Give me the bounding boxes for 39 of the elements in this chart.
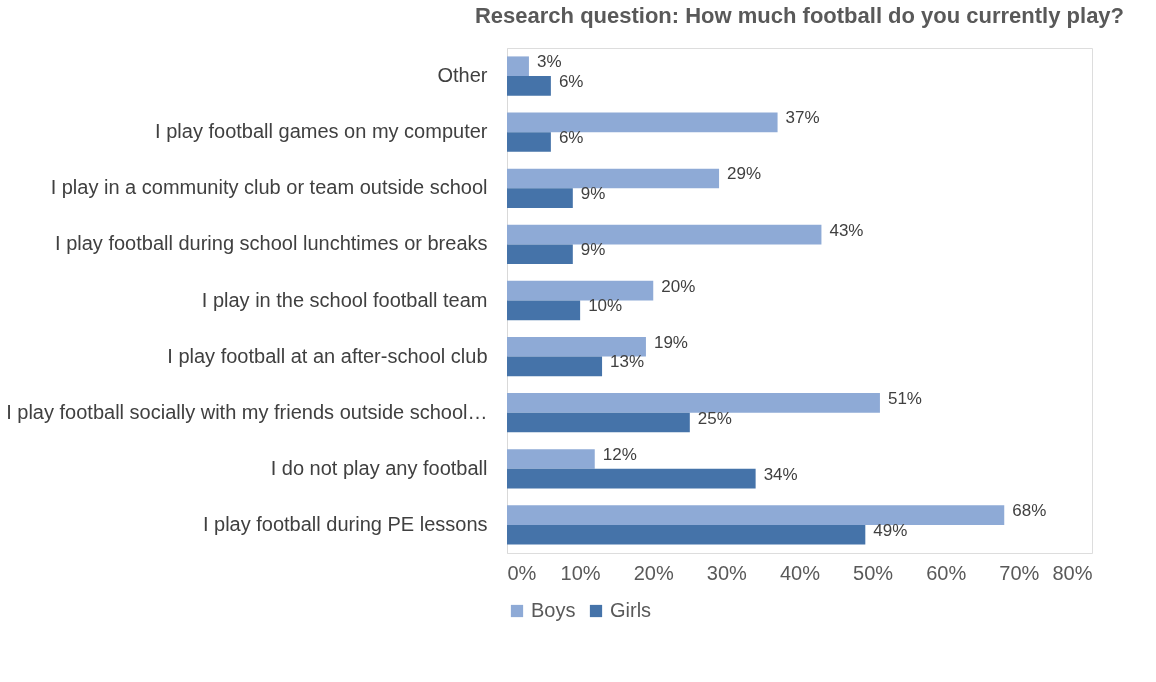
data-label: 9% xyxy=(580,184,606,204)
y-tick-label: I play football socially with my friends outside school… xyxy=(6,400,488,423)
data-label: 13% xyxy=(610,352,645,372)
y-tick-label: I play in the school football team xyxy=(201,288,488,311)
y-tick-label: Other xyxy=(437,64,488,87)
x-tick-label: 10% xyxy=(560,561,601,584)
y-tick-label: I play football during PE lessons xyxy=(202,512,488,535)
data-label: 3% xyxy=(536,52,562,72)
y-tick-label: I play in a community club or team outside school xyxy=(50,176,488,199)
data-label: 12% xyxy=(602,445,637,465)
x-tick-label: 20% xyxy=(633,561,674,584)
data-label: 10% xyxy=(588,296,623,316)
data-label: 29% xyxy=(727,164,762,184)
x-tick-label: 60% xyxy=(926,561,967,584)
data-label: 68% xyxy=(1012,501,1047,521)
legend-label: Boys xyxy=(531,599,576,621)
x-tick-label: 40% xyxy=(779,561,821,584)
data-label: 25% xyxy=(697,408,732,428)
x-tick-label: 80% xyxy=(1052,561,1093,584)
data-label: 9% xyxy=(580,240,606,260)
x-tick-label: 30% xyxy=(706,561,748,584)
data-label: 49% xyxy=(873,520,908,540)
data-label: 6% xyxy=(558,127,584,147)
x-tick-label: 70% xyxy=(999,561,1040,584)
x-tick-label: 0% xyxy=(507,561,537,584)
data-label: 43% xyxy=(829,220,864,240)
y-tick-label: I play football at an after-school club xyxy=(167,344,488,367)
y-tick-label: I play football games on my computer xyxy=(155,120,488,143)
data-label: 20% xyxy=(661,276,696,296)
data-label: 6% xyxy=(558,71,584,91)
y-tick-label: I play football during school lunchtimes or breaks xyxy=(55,232,488,255)
y-tick-label: I do not play any football xyxy=(270,456,488,479)
data-label: 34% xyxy=(763,464,798,484)
chart-title: Research question: How much football do you currently play? xyxy=(474,3,1125,28)
x-tick-label: 50% xyxy=(853,561,894,584)
legend-label: Girls xyxy=(610,599,652,621)
data-label: 37% xyxy=(785,108,820,128)
data-label: 19% xyxy=(653,332,688,352)
data-label: 51% xyxy=(887,388,922,408)
